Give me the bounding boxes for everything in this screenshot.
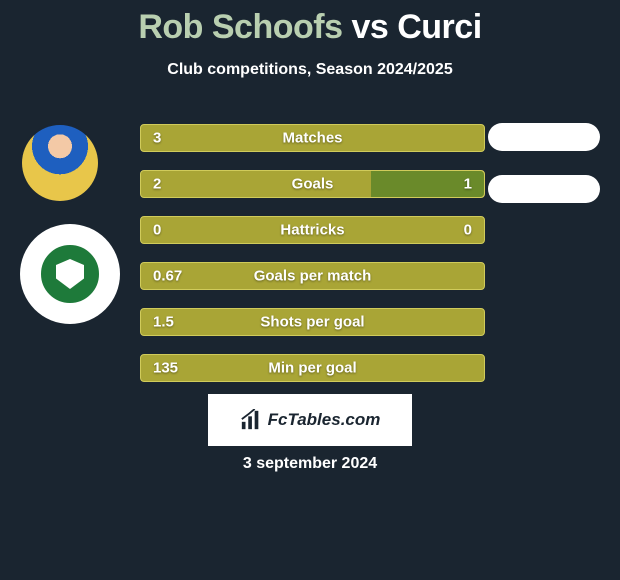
stat-label: Min per goal (268, 360, 356, 377)
stat-value-right: 0 (464, 222, 472, 239)
player2-avatar-placeholder (488, 123, 600, 151)
page-title: Rob Schoofs vs Curci (0, 0, 620, 47)
stat-value-left: 0 (153, 222, 161, 239)
stat-value-left: 0.67 (153, 268, 182, 285)
brand-chart-icon (240, 409, 262, 431)
stat-label: Shots per goal (260, 314, 364, 331)
stat-row: 0.67 Goals per match (140, 262, 485, 290)
stat-row: 135 Min per goal (140, 354, 485, 382)
player1-avatar (22, 125, 98, 201)
stat-value-left: 135 (153, 360, 178, 377)
stat-label: Goals per match (254, 268, 372, 285)
stat-value-left: 2 (153, 176, 161, 193)
player1-club-crest (20, 224, 120, 324)
stat-row: 1.5 Shots per goal (140, 308, 485, 336)
subtitle: Club competitions, Season 2024/2025 (0, 61, 620, 79)
player1-name: Rob Schoofs (138, 8, 342, 46)
comparison-bars: 3 Matches 2 Goals 1 0 Hattricks 0 0.67 Goals per … (140, 124, 485, 400)
stat-label: Goals (292, 176, 334, 193)
stat-value-right: 1 (464, 176, 472, 193)
player2-name: Curci (397, 8, 481, 46)
stat-label: Hattricks (280, 222, 344, 239)
stat-row: 2 Goals 1 (140, 170, 485, 198)
stat-value-left: 3 (153, 130, 161, 147)
player2-club-placeholder (488, 175, 600, 203)
stat-row: 3 Matches (140, 124, 485, 152)
stat-value-left: 1.5 (153, 314, 174, 331)
stat-label: Matches (282, 130, 342, 147)
vs-separator: vs (351, 8, 388, 46)
date: 3 september 2024 (243, 455, 377, 473)
brand-text: FcTables.com (268, 410, 381, 430)
stat-row: 0 Hattricks 0 (140, 216, 485, 244)
brand-box[interactable]: FcTables.com (208, 394, 412, 446)
crest-icon (41, 245, 99, 303)
